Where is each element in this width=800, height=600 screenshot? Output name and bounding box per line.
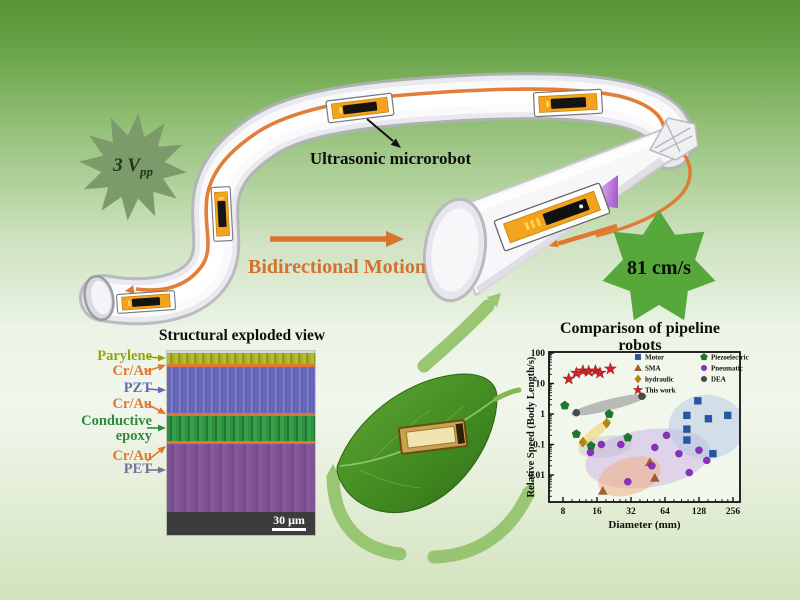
pipe-opening [422,197,488,303]
sem-label-conductive: Conductive [81,413,152,429]
chart-title: Comparison of pipeline robots [559,320,720,354]
svg-text:64: 64 [660,507,670,517]
svg-text:256: 256 [726,507,741,517]
cycle-arrow-top [417,299,495,373]
microrobot-tag-3 [210,186,234,242]
sem-label-crau-1: Cr/Au [112,363,152,379]
track-arrowhead-left [125,285,135,295]
leaf-petiole [493,387,522,402]
sem-label-crau-2: Cr/Au [112,396,152,412]
sem-label-parylene: Parylene [97,348,152,364]
svg-text:1: 1 [540,410,545,420]
svg-text:DEA: DEA [711,376,726,384]
comparison-scatter-plot: 8 16 32 64 128 256 100 10 1 0.1 0.01 Diameter (mm) R… [526,349,749,531]
svg-text:8: 8 [561,507,566,517]
microrobot-pointer-arrow [366,118,394,142]
cycle-arrow-right [427,487,535,564]
s-tube [79,72,695,326]
scale-bar: 30 μm [272,513,306,532]
sem-label-epoxy: epoxy [115,428,152,444]
svg-text:128: 128 [692,507,707,517]
sem-layer-crau-2 [167,413,315,416]
svg-text:SMA: SMA [645,365,661,373]
voltage-subscript: pp [140,163,153,179]
microrobot-tag-4 [115,290,177,314]
bidirectional-motion-label: Bidirectional Motion [248,256,426,278]
sem-panel-title: Structural exploded view [158,327,326,344]
svg-text:100: 100 [531,349,546,359]
svg-text:10: 10 [536,380,546,390]
microrobot-pipe [493,182,611,252]
microrobot-tag-2 [532,88,604,118]
svg-text:Diameter (mm): Diameter (mm) [608,519,681,531]
speed-badge: 81 cm/s [627,257,691,279]
sem-label-pet: PET [123,461,152,477]
sem-cross-section-image: 30 μm [167,351,315,535]
cycle-arrows [326,293,535,564]
sem-layer-pet [167,444,315,512]
sem-layer-crau-3 [167,441,315,444]
voltage-value: 3 V [113,155,141,176]
sem-label-pzt: PZT [123,380,152,396]
svg-text:Relative Speed (Body Length/s): Relative Speed (Body Length/s) [526,356,537,497]
voltage-starburst [79,113,187,221]
sem-layer-parylene [167,353,315,364]
microrobot-tag-1 [325,92,395,124]
tube-mouth [83,275,115,321]
cycle-arrow-left [326,471,407,561]
leaf [336,373,522,513]
large-pipe [422,117,699,303]
crimped-end [648,117,699,161]
sem-scalebar-band: 30 μm [167,512,315,535]
sem-layer-top [167,351,315,353]
svg-text:hydraulic: hydraulic [645,376,674,384]
sem-layer-crau-1 [167,364,315,367]
microrobot-label: Ultrasonic microrobot [309,149,472,168]
scale-bar-label: 30 μm [273,513,305,527]
speed-starburst [602,210,716,321]
svg-text:Pneumatic: Pneumatic [711,365,743,373]
svg-text:32: 32 [626,507,636,517]
sem-layer-pzt [167,367,315,413]
svg-text:0.1: 0.1 [533,441,545,451]
tube-track-line [135,87,666,292]
svg-text:Piezoelectric: Piezoelectric [711,354,749,362]
sem-layer-epoxy [167,416,315,441]
svg-text:Motor: Motor [645,354,664,362]
pipe-arrow [557,223,618,246]
scale-bar-line [272,528,306,532]
sem-label-arrows [146,354,166,474]
svg-text:0.01: 0.01 [528,471,545,481]
voltage-label: 3 Vpp [83,155,183,179]
sem-label-crau-3: Cr/Au [112,448,152,464]
microrobot-on-leaf [397,419,469,455]
annotation-arrows [270,118,404,247]
svg-text:This work: This work [645,387,676,395]
svg-text:16: 16 [592,507,602,517]
